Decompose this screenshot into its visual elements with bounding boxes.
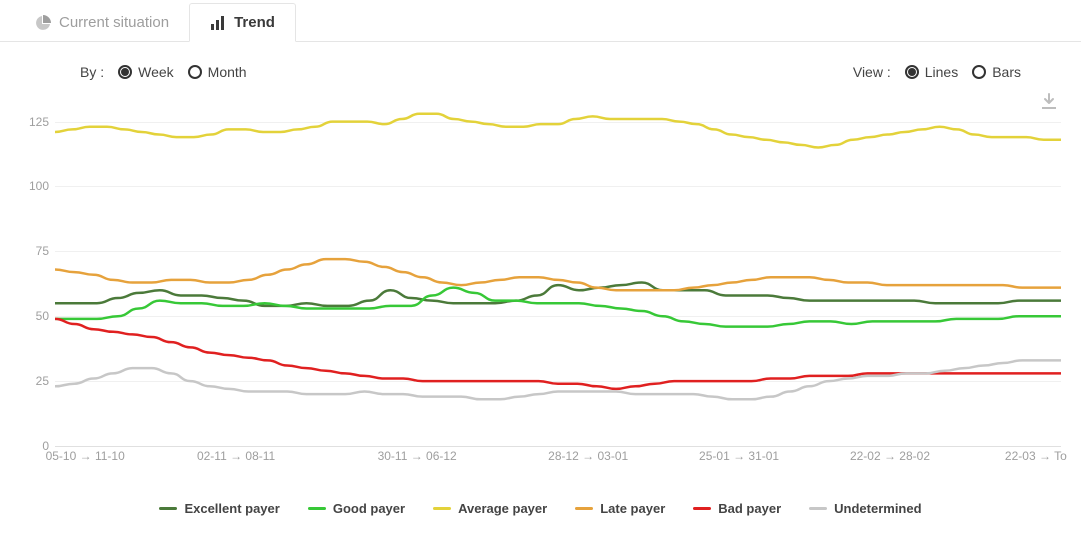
radio-month[interactable]: Month	[188, 64, 247, 80]
legend-swatch	[693, 507, 711, 510]
legend-label: Average payer	[458, 501, 547, 516]
legend-item-undetermined[interactable]: Undetermined	[809, 501, 921, 516]
legend-swatch	[809, 507, 827, 510]
by-group: By : Week Month	[80, 64, 247, 80]
tab-label: Trend	[234, 14, 275, 31]
radio-label: Lines	[925, 64, 958, 80]
y-axis: 0255075100125	[0, 106, 55, 446]
tab-label: Current situation	[59, 14, 169, 31]
legend-item-excellent[interactable]: Excellent payer	[159, 501, 279, 516]
view-group: View : Lines Bars	[853, 64, 1021, 80]
x-tick-label: 02-11 → 08-11	[197, 449, 275, 463]
radio-dot-icon	[118, 65, 132, 79]
series-bad	[55, 319, 1061, 389]
radio-week[interactable]: Week	[118, 64, 174, 80]
radio-label: Month	[208, 64, 247, 80]
legend-label: Late payer	[600, 501, 665, 516]
x-axis-line	[55, 446, 1061, 447]
x-tick-label: 22-02 → 28-02	[850, 449, 930, 463]
trend-chart: 0255075100125 05-10 → 11-1002-11 → 08-11…	[0, 86, 1081, 491]
x-tick-label: 05-10 → 11-10	[46, 449, 125, 463]
legend-label: Undetermined	[834, 501, 921, 516]
y-tick-label: 50	[36, 309, 49, 323]
legend-label: Excellent payer	[184, 501, 279, 516]
chart-lines	[55, 106, 1061, 446]
by-label: By :	[80, 64, 104, 80]
tab-current-situation[interactable]: Current situation	[15, 4, 189, 41]
radio-lines[interactable]: Lines	[905, 64, 958, 80]
series-average	[55, 114, 1061, 148]
legend-item-late[interactable]: Late payer	[575, 501, 665, 516]
tabs: Current situation Trend	[0, 0, 1081, 42]
pie-chart-icon	[35, 15, 51, 31]
x-tick-label: 22-03 → To	[1005, 449, 1067, 463]
radio-dot-icon	[972, 65, 986, 79]
y-tick-label: 75	[36, 244, 49, 258]
controls-row: By : Week Month View : Lines Bars	[0, 42, 1081, 86]
y-tick-label: 25	[36, 374, 49, 388]
x-tick-label: 28-12 → 03-01	[548, 449, 628, 463]
tab-trend[interactable]: Trend	[189, 3, 296, 42]
bar-chart-icon	[210, 15, 226, 31]
legend-swatch	[159, 507, 177, 510]
radio-bars[interactable]: Bars	[972, 64, 1021, 80]
legend-swatch	[308, 507, 326, 510]
series-undetermined	[55, 360, 1061, 399]
legend-label: Bad payer	[718, 501, 781, 516]
series-good	[55, 288, 1061, 327]
y-tick-label: 100	[29, 179, 49, 193]
radio-dot-icon	[905, 65, 919, 79]
radio-label: Week	[138, 64, 174, 80]
legend-label: Good payer	[333, 501, 405, 516]
legend-item-bad[interactable]: Bad payer	[693, 501, 781, 516]
legend-swatch	[433, 507, 451, 510]
x-axis: 05-10 → 11-1002-11 → 08-1130-11 → 06-122…	[55, 449, 1061, 469]
legend-item-average[interactable]: Average payer	[433, 501, 547, 516]
legend: Excellent payer Good payer Average payer La…	[0, 491, 1081, 516]
radio-dot-icon	[188, 65, 202, 79]
legend-swatch	[575, 507, 593, 510]
radio-label: Bars	[992, 64, 1021, 80]
legend-item-good[interactable]: Good payer	[308, 501, 405, 516]
view-label: View :	[853, 64, 891, 80]
x-tick-label: 30-11 → 06-12	[378, 449, 457, 463]
y-tick-label: 125	[29, 115, 49, 129]
x-tick-label: 25-01 → 31-01	[699, 449, 779, 463]
